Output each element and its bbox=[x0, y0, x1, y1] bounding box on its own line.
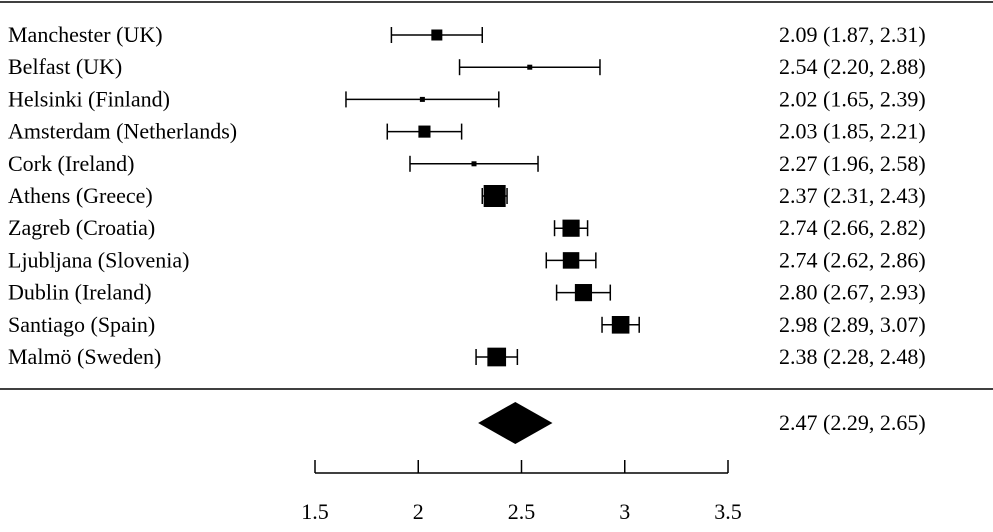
point-estimate-square bbox=[418, 125, 431, 138]
study-label: Dublin (Ireland) bbox=[8, 280, 152, 305]
study-row: Zagreb (Croatia) 2.74 (2.66, 2.82) bbox=[8, 215, 926, 240]
study-row: Athens (Greece) 2.37 (2.31, 2.43) bbox=[8, 183, 926, 208]
point-estimate-square bbox=[562, 219, 580, 237]
study-estimate-text: 2.02 (1.65, 2.39) bbox=[779, 86, 926, 111]
study-estimate-text: 2.37 (2.31, 2.43) bbox=[779, 183, 926, 208]
study-estimate-text: 2.09 (1.87, 2.31) bbox=[779, 22, 926, 47]
point-estimate-square bbox=[487, 347, 507, 367]
study-row: Belfast (UK) 2.54 (2.20, 2.88) bbox=[8, 54, 926, 79]
study-label: Zagreb (Croatia) bbox=[8, 215, 155, 240]
study-label: Athens (Greece) bbox=[8, 183, 153, 208]
study-estimate-text: 2.03 (1.85, 2.21) bbox=[779, 119, 926, 144]
study-row: Ljubljana (Slovenia) 2.74 (2.62, 2.86) bbox=[8, 247, 926, 272]
study-row: Amsterdam (Netherlands) 2.03 (1.85, 2.21) bbox=[8, 119, 926, 144]
x-tick-label: 1.5 bbox=[301, 499, 329, 524]
study-row: Santiago (Spain) 2.98 (2.89, 3.07) bbox=[8, 312, 926, 337]
study-estimate-text: 2.74 (2.62, 2.86) bbox=[779, 247, 926, 272]
point-estimate-square bbox=[611, 316, 630, 334]
study-estimate-text: 2.38 (2.28, 2.48) bbox=[779, 344, 926, 369]
study-estimate-text: 2.74 (2.66, 2.82) bbox=[779, 215, 926, 240]
study-row: Helsinki (Finland) 2.02 (1.65, 2.39) bbox=[8, 86, 926, 111]
pooled-estimate-text: 2.47 (2.29, 2.65) bbox=[779, 410, 926, 435]
point-estimate-square bbox=[471, 161, 477, 167]
study-label: Ljubljana (Slovenia) bbox=[8, 247, 189, 272]
x-tick-label: 2 bbox=[413, 499, 424, 524]
study-label: Amsterdam (Netherlands) bbox=[8, 119, 237, 144]
study-estimate-text: 2.54 (2.20, 2.88) bbox=[779, 54, 926, 79]
study-label: Santiago (Spain) bbox=[8, 312, 155, 337]
x-axis: 1.5 2 2.5 3 3.5 bbox=[301, 460, 742, 524]
study-row: Cork (Ireland) 2.27 (1.96, 2.58) bbox=[8, 151, 926, 176]
x-tick-label: 2.5 bbox=[508, 499, 536, 524]
point-estimate-square bbox=[562, 252, 580, 269]
pooled-estimate: 2.47 (2.29, 2.65) bbox=[478, 402, 926, 444]
study-label: Manchester (UK) bbox=[8, 22, 163, 47]
study-label: Cork (Ireland) bbox=[8, 151, 134, 176]
x-tick-label: 3.5 bbox=[714, 499, 742, 524]
point-estimate-square bbox=[483, 185, 506, 207]
pooled-diamond bbox=[478, 402, 553, 444]
study-estimate-text: 2.80 (2.67, 2.93) bbox=[779, 280, 926, 305]
study-label: Belfast (UK) bbox=[8, 54, 122, 79]
point-estimate-square bbox=[431, 29, 443, 41]
study-rows: Manchester (UK) 2.09 (1.87, 2.31) Belfast … bbox=[8, 22, 926, 369]
point-estimate-square bbox=[419, 96, 425, 102]
point-estimate-square bbox=[574, 284, 593, 302]
study-estimate-text: 2.27 (1.96, 2.58) bbox=[779, 151, 926, 176]
study-label: Helsinki (Finland) bbox=[8, 86, 170, 111]
point-estimate-square bbox=[527, 64, 533, 70]
study-row: Malmö (Sweden) 2.38 (2.28, 2.48) bbox=[8, 344, 926, 369]
x-tick-label: 3 bbox=[619, 499, 630, 524]
study-row: Manchester (UK) 2.09 (1.87, 2.31) bbox=[8, 22, 926, 47]
study-estimate-text: 2.98 (2.89, 3.07) bbox=[779, 312, 926, 337]
study-label: Malmö (Sweden) bbox=[8, 344, 161, 369]
study-row: Dublin (Ireland) 2.80 (2.67, 2.93) bbox=[8, 280, 926, 305]
